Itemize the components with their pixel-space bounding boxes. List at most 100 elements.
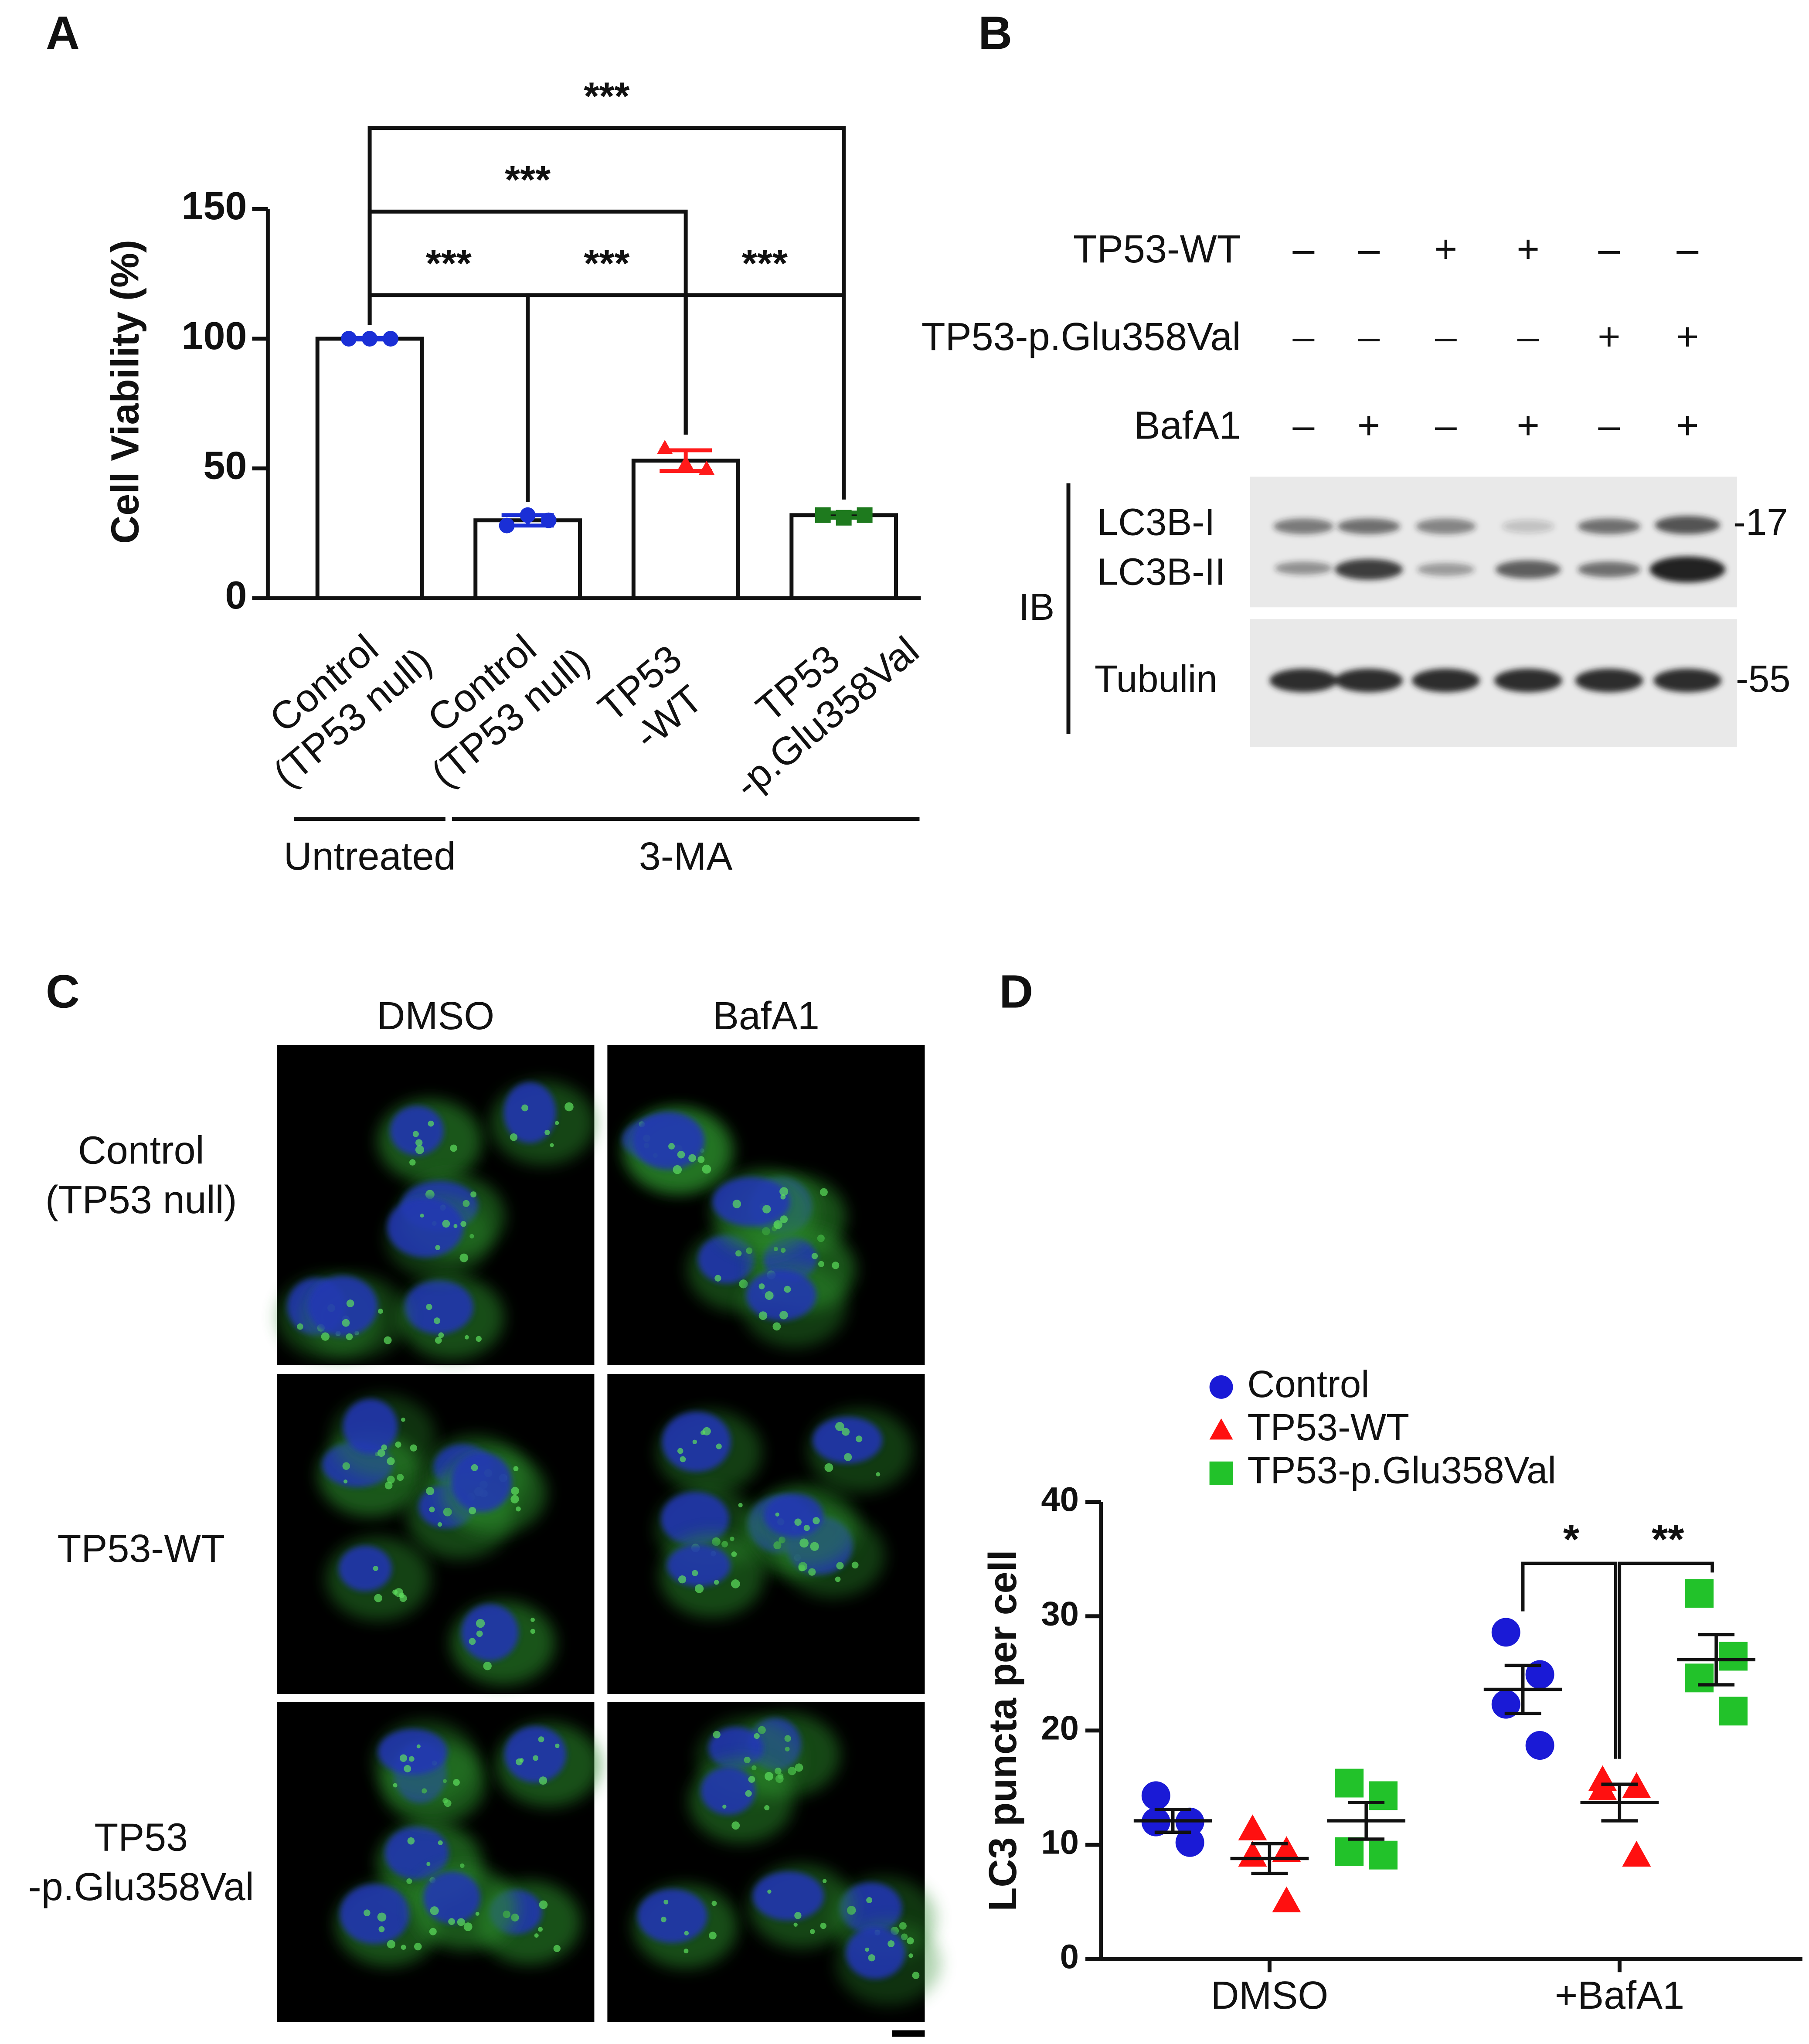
- puncta: [765, 1291, 774, 1300]
- data-point: [1272, 1886, 1301, 1912]
- puncta: [530, 1617, 535, 1622]
- puncta: [460, 1221, 466, 1227]
- y-tick-label: 10: [1041, 1823, 1079, 1861]
- condition-label: TP53-p.Glu358Val: [922, 315, 1241, 359]
- puncta: [803, 1525, 810, 1531]
- data-point: [1335, 1837, 1364, 1866]
- puncta: [459, 1253, 469, 1262]
- puncta: [887, 1940, 895, 1948]
- puncta: [409, 1159, 416, 1166]
- puncta: [866, 1897, 872, 1903]
- puncta: [483, 1662, 492, 1670]
- panel-label: D: [999, 965, 1033, 1018]
- puncta: [780, 1215, 788, 1223]
- puncta: [434, 1317, 441, 1324]
- puncta: [533, 1755, 539, 1761]
- puncta: [346, 1299, 354, 1307]
- puncta: [471, 1464, 478, 1471]
- puncta: [841, 1428, 850, 1436]
- significance-bracket: [683, 293, 846, 500]
- nucleus: [461, 1604, 519, 1661]
- puncta: [714, 1580, 719, 1585]
- puncta: [554, 1121, 559, 1125]
- puncta: [476, 1630, 483, 1637]
- bar: [631, 459, 740, 600]
- x-tick-label: +BafA1: [1555, 1974, 1684, 2017]
- nucleus: [504, 1726, 566, 1783]
- significance-bracket: [367, 126, 846, 500]
- band: [1578, 561, 1641, 578]
- lane-sign: +: [1676, 404, 1699, 447]
- legend-label: TP53-WT: [1247, 1406, 1409, 1449]
- band: [1417, 563, 1475, 576]
- nucleus: [377, 1729, 448, 1775]
- puncta: [343, 1479, 348, 1484]
- nucleus: [637, 1889, 707, 1943]
- puncta: [820, 1922, 826, 1929]
- nucleus: [384, 1826, 449, 1880]
- panel-label: A: [46, 6, 80, 59]
- puncta: [521, 1104, 528, 1112]
- micrograph: [277, 1702, 601, 2022]
- legend-marker: [1209, 1461, 1233, 1485]
- data-point: [520, 507, 536, 523]
- legend-label: Control: [1247, 1363, 1369, 1405]
- nucleus: [338, 1546, 392, 1592]
- puncta: [407, 1837, 415, 1845]
- band: [1575, 669, 1643, 692]
- condition-label: TP53-WT: [1073, 228, 1241, 271]
- puncta: [404, 1765, 411, 1772]
- y-tick-label: 20: [1041, 1708, 1079, 1747]
- lane-sign: –: [1598, 404, 1620, 447]
- puncta: [809, 1929, 815, 1934]
- lane-sign: +: [1435, 228, 1458, 271]
- puncta: [813, 1517, 820, 1524]
- puncta: [794, 1912, 802, 1919]
- puncta: [767, 1889, 772, 1894]
- data-point: [857, 507, 873, 523]
- puncta: [544, 1129, 550, 1135]
- puncta: [435, 1245, 441, 1250]
- puncta: [470, 1191, 476, 1198]
- puncta: [722, 1804, 727, 1809]
- error-bar: [1504, 1663, 1541, 1715]
- puncta: [384, 1481, 393, 1490]
- puncta: [844, 1453, 852, 1461]
- nucleus: [343, 1399, 398, 1454]
- puncta: [702, 1164, 711, 1174]
- band: [1335, 559, 1403, 580]
- puncta: [818, 1261, 824, 1267]
- puncta: [420, 1214, 424, 1218]
- puncta: [373, 1566, 378, 1571]
- significance-label: *: [1563, 1516, 1580, 1563]
- puncta: [555, 1743, 560, 1748]
- puncta: [448, 1918, 455, 1925]
- micrograph: [277, 1044, 595, 1365]
- error-bar: [1154, 1808, 1191, 1834]
- y-tick-label: 40: [1041, 1480, 1079, 1518]
- bands: [1269, 516, 1726, 692]
- puncta: [378, 1309, 383, 1314]
- puncta: [342, 1319, 350, 1327]
- data-point: [1272, 1836, 1301, 1862]
- puncta: [688, 1154, 696, 1162]
- puncta: [716, 1443, 722, 1449]
- legend-label: TP53-p.Glu358Val: [1247, 1449, 1556, 1492]
- puncta: [832, 1262, 840, 1269]
- nucleus: [846, 1926, 905, 1979]
- lane-sign: –: [1435, 404, 1457, 447]
- puncta: [793, 1922, 798, 1927]
- puncta: [476, 1619, 485, 1628]
- puncta: [711, 1901, 717, 1906]
- puncta: [731, 1579, 740, 1588]
- x-tick-label: DMSO: [1211, 1974, 1329, 2017]
- data-point: [1685, 1663, 1714, 1693]
- puncta: [692, 1439, 697, 1445]
- puncta: [464, 1335, 469, 1340]
- significance-label: **: [1652, 1516, 1684, 1563]
- band: [1275, 561, 1333, 575]
- data-point: [541, 512, 557, 528]
- band: [1273, 518, 1334, 534]
